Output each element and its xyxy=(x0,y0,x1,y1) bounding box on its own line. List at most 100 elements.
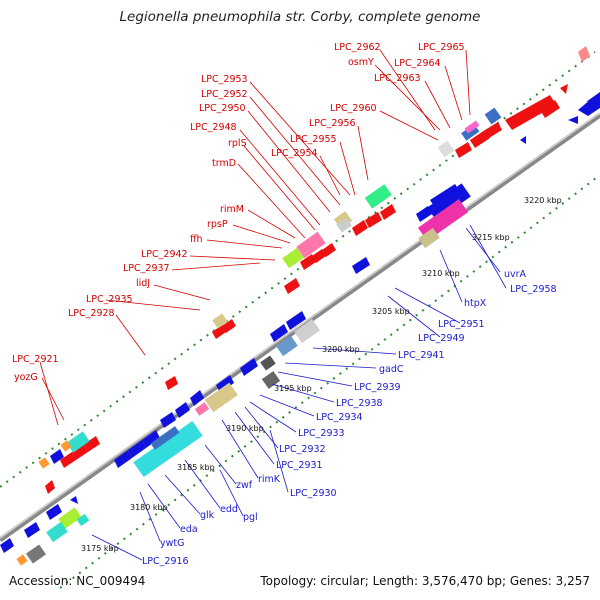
gene-label: LPC_2960 xyxy=(330,103,377,114)
genome-backbone-highlight xyxy=(0,112,600,539)
kbp-label: 3220 kbp xyxy=(524,196,562,205)
gene-arrow xyxy=(586,92,600,102)
gene-arrow xyxy=(175,402,190,418)
accession-label: Accession: NC_009494 xyxy=(9,574,146,588)
kbp-label: 3205 kbp xyxy=(372,307,410,316)
red-gene-labels: LPC_2962 LPC_2965 osmY LPC_2964 LPC_2963… xyxy=(12,42,465,383)
gene-arrow xyxy=(568,116,578,124)
gene-label: trmD xyxy=(212,158,236,169)
gene-label: LPC_2953 xyxy=(201,74,248,85)
gene-arrow xyxy=(300,254,316,270)
gene-arrow xyxy=(284,278,300,294)
gene-label: LPC_2921 xyxy=(12,354,59,365)
gene-arrow xyxy=(416,206,432,222)
kbp-label: 3185 kbp xyxy=(177,463,215,472)
gene-label: LPC_2939 xyxy=(354,382,401,393)
gene-label: rimK xyxy=(258,474,281,485)
gene-label: LPC_2956 xyxy=(309,118,356,129)
blue-gene-labels: uvrA LPC_2958 htpX LPC_2951 LPC_2949 LPC… xyxy=(142,269,557,567)
kbp-label: 3210 kbp xyxy=(422,269,460,278)
gene-label: LPC_2950 xyxy=(199,103,246,114)
gene-label: ffh xyxy=(190,234,203,245)
gene-arrow xyxy=(72,444,88,460)
gene-label: LPC_2934 xyxy=(316,412,363,423)
gene-label: gadC xyxy=(379,364,404,375)
genome-title: Legionella pneumophila str. Corby, compl… xyxy=(119,9,481,25)
kbp-label: 3180 kbp xyxy=(130,503,168,512)
gene-label: LPC_2964 xyxy=(394,58,441,69)
gene-label: edd xyxy=(220,504,238,515)
genome-summary: Topology: circular; Length: 3,576,470 bp… xyxy=(260,574,590,588)
gene-label: LPC_2955 xyxy=(290,134,337,145)
gene-arrow xyxy=(380,204,396,220)
gene-label: ywtG xyxy=(160,538,184,549)
gene-label: LPC_2928 xyxy=(68,308,115,319)
gene-arrow xyxy=(470,130,490,148)
gene-arrow xyxy=(128,440,146,458)
gene-label: rplS xyxy=(228,138,247,149)
gene-label: pgl xyxy=(243,512,258,523)
gene-label: LPC_2941 xyxy=(398,350,445,361)
kbp-label: 3195 kbp xyxy=(274,384,312,393)
gene-arrow xyxy=(485,122,502,138)
gene-arrow xyxy=(322,243,336,257)
gene-label: LPC_2948 xyxy=(190,122,237,133)
gene-arrow xyxy=(160,412,176,428)
gene-label: glk xyxy=(200,510,215,521)
gene-arrow xyxy=(578,46,590,62)
gene-arrow xyxy=(222,319,236,333)
gene-label: eda xyxy=(180,524,198,535)
blue-leader-lines xyxy=(91,224,507,561)
gene-label: LPC_2952 xyxy=(201,89,248,100)
gene-label: LPC_2916 xyxy=(142,556,189,567)
gene-label: LPC_2965 xyxy=(418,42,465,53)
gene-arrow xyxy=(505,95,556,130)
gene-label: rpsP xyxy=(207,219,228,230)
gene-label: LPC_2963 xyxy=(374,73,421,84)
gene-arrow xyxy=(312,249,326,263)
gene-label: LPC_2954 xyxy=(271,148,318,159)
reverse-feature-boxes xyxy=(16,183,471,566)
gene-label: htpX xyxy=(464,298,487,309)
gene-arrow xyxy=(45,480,55,494)
position-labels: 3175 kbp 3180 kbp 3185 kbp 3190 kbp 3195… xyxy=(81,196,562,553)
gene-label: LPC_2942 xyxy=(141,249,188,260)
gene-label: LPC_2930 xyxy=(290,488,337,499)
gene-arrow xyxy=(286,311,306,330)
gene-arrow xyxy=(540,100,560,118)
gene-arrow xyxy=(165,376,178,390)
gene-label: LPC_2951 xyxy=(438,319,485,330)
gene-label: LPC_2932 xyxy=(279,444,326,455)
gene-arrow xyxy=(50,449,64,464)
gene-arrow xyxy=(60,452,76,468)
gene-arrow xyxy=(24,522,40,538)
gene-arrow xyxy=(240,358,258,376)
gene-label: LPC_2938 xyxy=(336,398,383,409)
gene-arrow xyxy=(352,257,370,274)
gene-label: LPC_2937 xyxy=(123,263,170,274)
gene-label: uvrA xyxy=(504,269,527,280)
gene-label: zwf xyxy=(236,480,253,491)
gene-arrow xyxy=(70,496,78,504)
gene-arrow xyxy=(212,325,226,339)
gene-arrow xyxy=(142,430,160,448)
gene-label: yozG xyxy=(14,372,38,383)
gene-arrow xyxy=(455,142,472,158)
gene-arrow xyxy=(0,538,14,553)
kbp-label: 3175 kbp xyxy=(81,544,119,553)
reverse-genes xyxy=(0,92,600,553)
gene-label: LPC_2962 xyxy=(334,42,381,53)
gene-arrow xyxy=(84,436,100,452)
gene-label: osmY xyxy=(348,57,374,68)
gene-arrow xyxy=(560,84,568,94)
feature-boxes xyxy=(60,107,502,453)
gene-label: LPC_2949 xyxy=(418,333,465,344)
gene-label: LPC_2958 xyxy=(510,284,557,295)
gene-arrow xyxy=(270,324,288,342)
gene-label: LPC_2933 xyxy=(298,428,345,439)
gene-arrow xyxy=(578,96,600,116)
forward-genes xyxy=(45,46,590,494)
gene-label: LPC_2931 xyxy=(276,460,323,471)
gene-arrow xyxy=(520,136,526,144)
